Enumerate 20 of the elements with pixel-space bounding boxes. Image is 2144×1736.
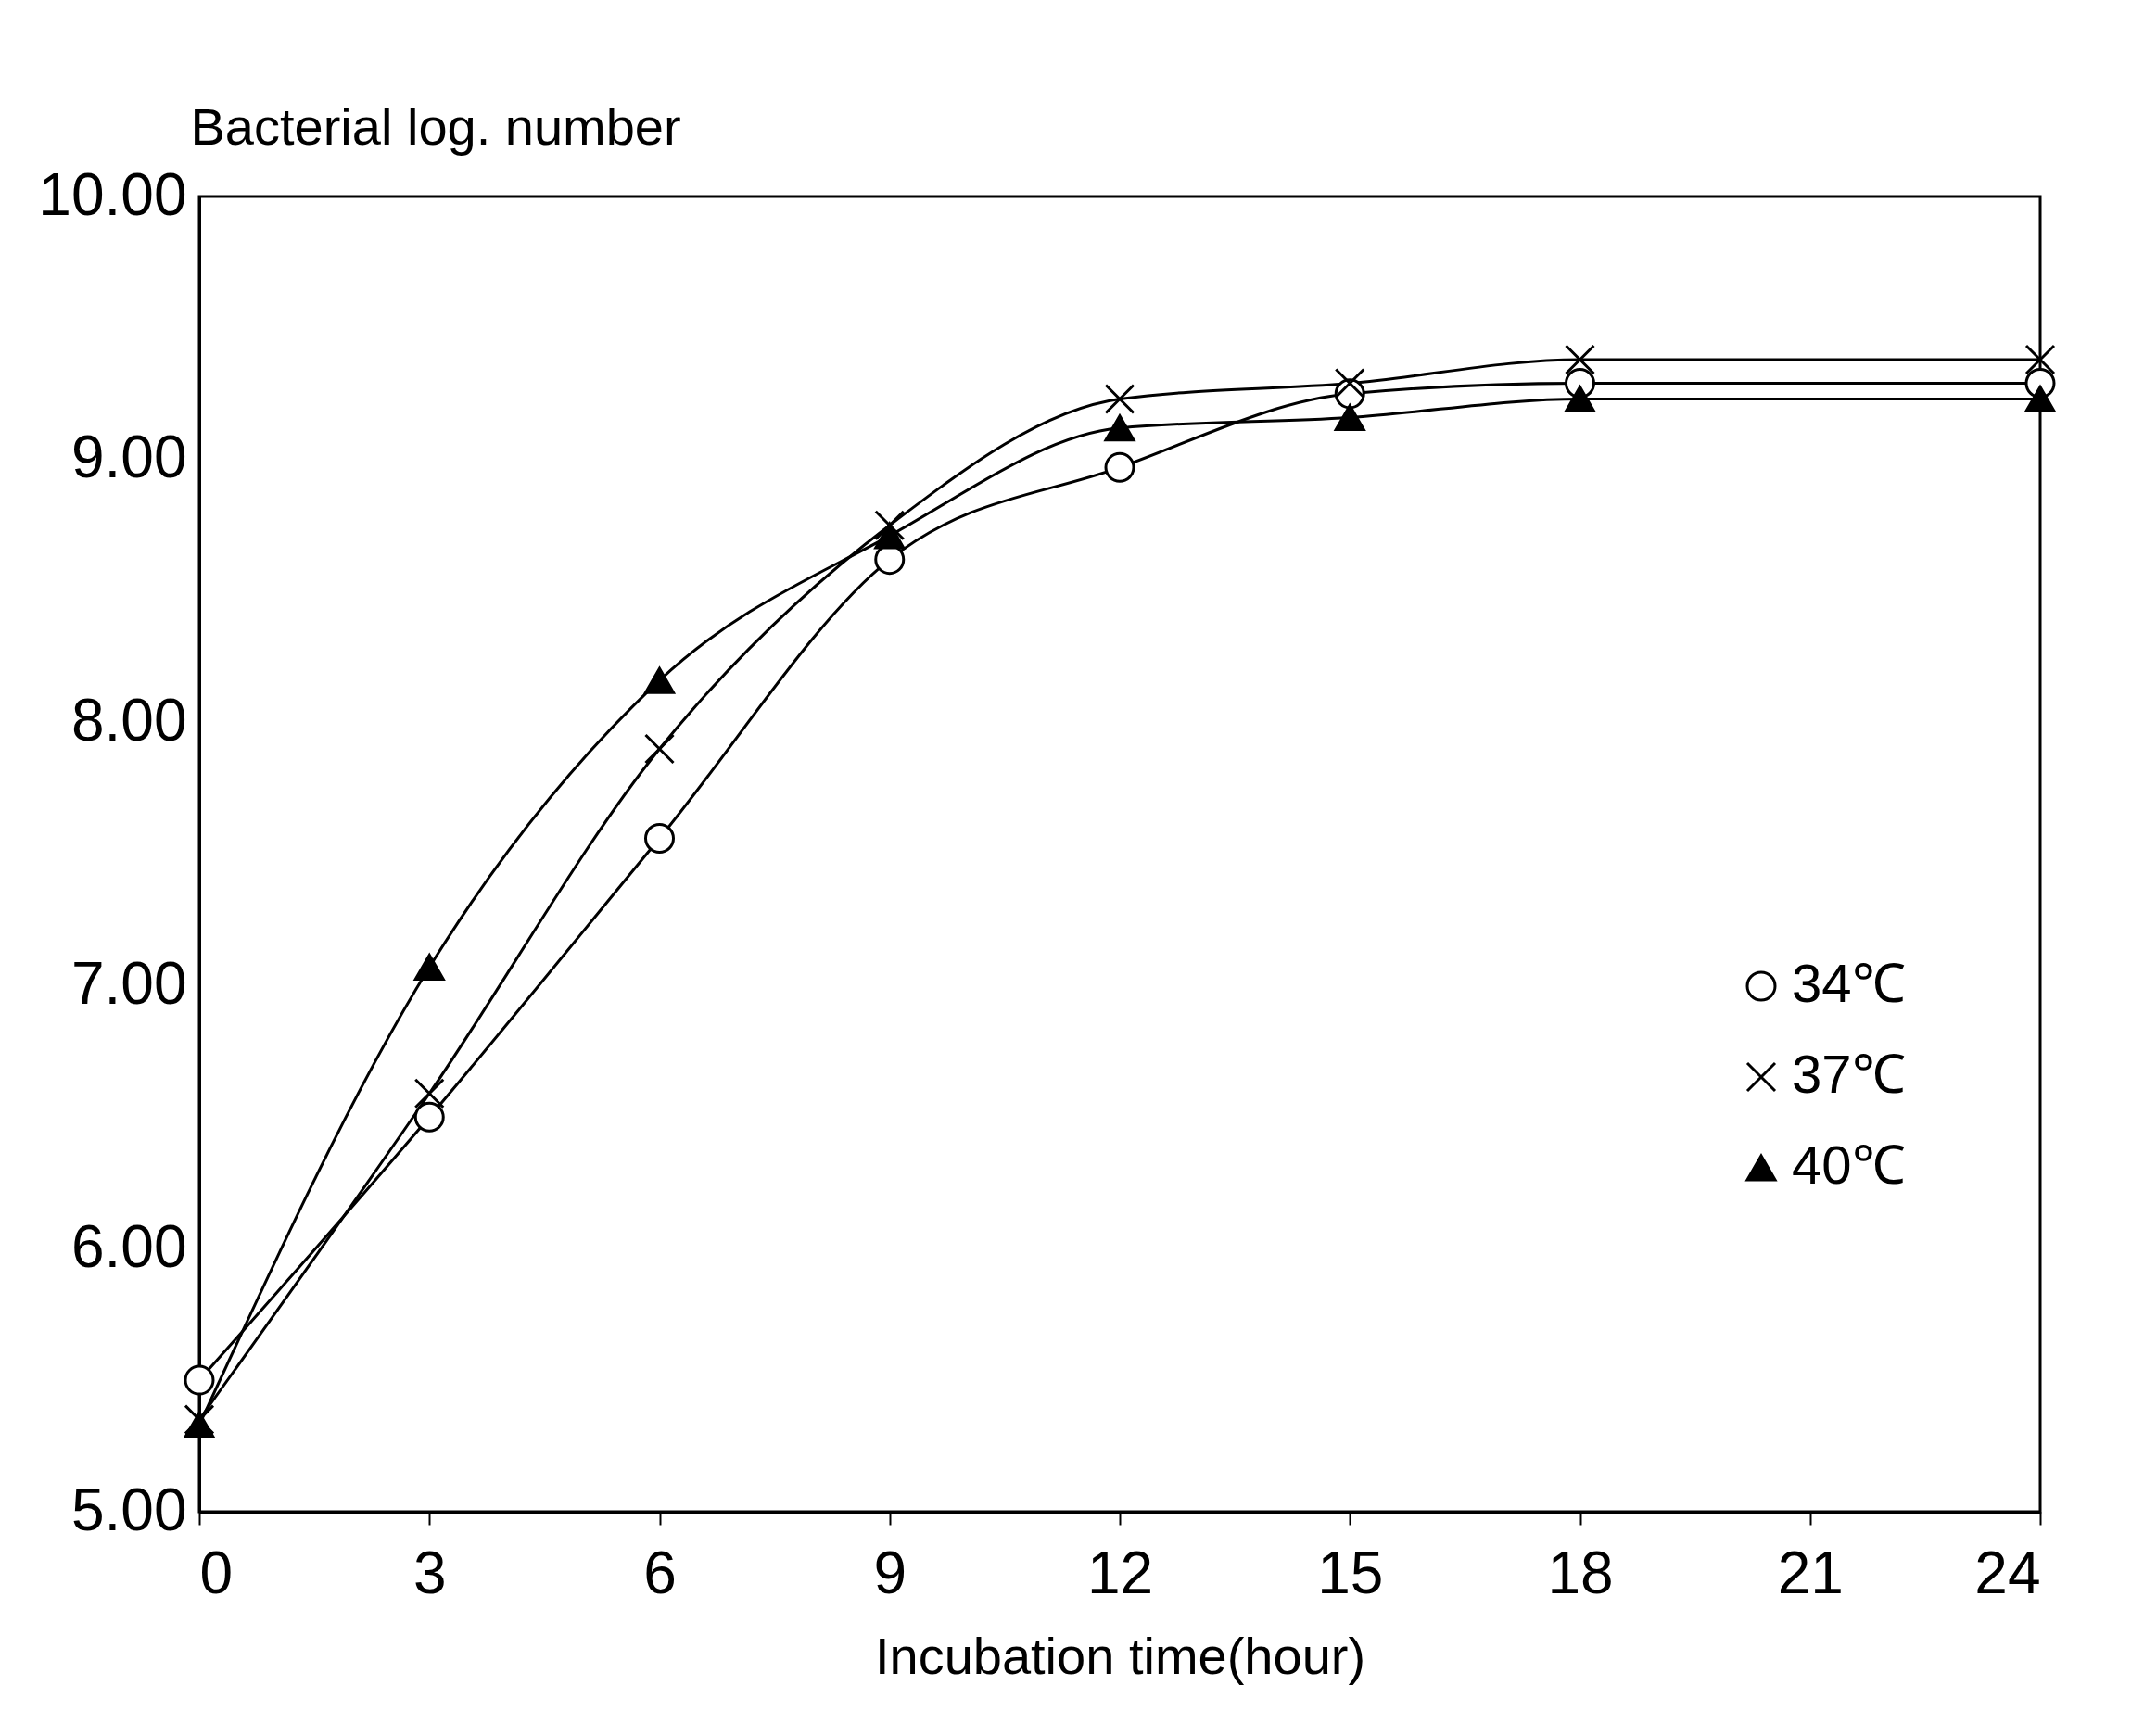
y-tick-label: 10.00 (38, 160, 187, 228)
legend-label: 37℃ (1792, 1044, 1906, 1105)
y-tick-label: 6.00 (70, 1212, 187, 1280)
x-tick-label: 12 (1086, 1539, 1154, 1606)
x-axis-title: Incubation time(hour) (874, 1626, 1366, 1685)
y-tick-label: 5.00 (70, 1476, 187, 1543)
legend-label: 40℃ (1792, 1134, 1906, 1196)
x-tick-label: 15 (1317, 1539, 1384, 1606)
x-tick-label: 21 (1777, 1539, 1844, 1606)
y-axis-title: Bacterial log. number (190, 96, 681, 156)
x-tick-label: 24 (1974, 1539, 2041, 1606)
x-tick-label: 9 (873, 1539, 907, 1606)
x-tick-label: 6 (643, 1539, 677, 1606)
x-tick-label: 3 (412, 1539, 447, 1606)
y-tick-label: 9.00 (70, 424, 187, 491)
y-tick-label: 7.00 (70, 949, 187, 1017)
y-tick-label: 8.00 (70, 687, 187, 754)
legend-label: 34℃ (1792, 953, 1906, 1014)
x-tick-label: 0 (199, 1539, 234, 1606)
x-tick-label: 18 (1547, 1539, 1614, 1606)
